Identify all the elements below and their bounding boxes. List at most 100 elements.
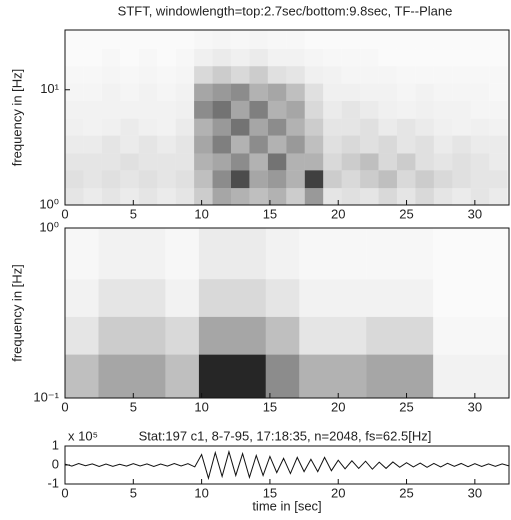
heatmap-cell — [175, 135, 195, 154]
heatmap-cell — [175, 100, 195, 119]
heatmap-cell — [489, 153, 508, 171]
heatmap-cell — [433, 118, 453, 136]
y-tick-label: 10⁻¹ — [33, 389, 59, 404]
heatmap-cell — [65, 188, 84, 205]
heatmap-cell — [415, 170, 434, 189]
heatmap-cell — [323, 135, 342, 154]
heatmap-cell — [471, 30, 489, 49]
heatmap-cell — [452, 66, 470, 83]
heatmap-cell — [157, 153, 176, 171]
heatmap-cell — [415, 188, 434, 205]
heatmap-cell — [101, 153, 121, 171]
heatmap-cell — [415, 30, 433, 49]
x-tick-label: 0 — [61, 206, 68, 221]
heatmap-cell — [138, 153, 158, 171]
heatmap-cell — [304, 118, 324, 136]
heatmap-cell — [165, 279, 199, 317]
heatmap-cell — [341, 170, 361, 189]
heatmap-cell — [139, 49, 157, 66]
heatmap-cell — [101, 66, 121, 84]
heatmap-cell — [198, 279, 266, 317]
heatmap-cell — [194, 30, 212, 49]
heatmap-cell — [194, 100, 213, 119]
heatmap-cell — [452, 153, 471, 171]
heatmap-cell — [415, 153, 434, 171]
waveform-title: Stat:197 c1, 8-7-95, 17:18:35, n=2048, f… — [139, 428, 432, 443]
heatmap-cell — [397, 66, 415, 83]
heatmap-cell — [230, 66, 250, 84]
heatmap-cell — [212, 30, 231, 49]
heatmap-cell — [157, 170, 176, 189]
heatmap-cell — [366, 279, 434, 317]
heatmap-cell — [360, 30, 378, 49]
heatmap-cell — [378, 83, 397, 101]
heatmap-cell — [378, 135, 397, 154]
heatmap-cell — [138, 170, 158, 189]
x-tick-label: 25 — [399, 485, 413, 500]
heatmap-cell — [396, 188, 416, 205]
heatmap-cell — [360, 100, 379, 119]
heatmap-cell — [299, 354, 367, 398]
heatmap-cell — [101, 170, 121, 189]
heatmap-cell — [65, 279, 99, 317]
heatmap-cell — [194, 83, 213, 101]
heatmap-cell — [120, 135, 139, 154]
heatmap-cell — [360, 153, 379, 171]
heatmap-cell — [378, 66, 397, 84]
x-tick-label: 15 — [263, 485, 277, 500]
x-tick-label: 5 — [130, 485, 137, 500]
heatmap-cell — [267, 153, 287, 171]
heatmap-cell — [304, 83, 324, 101]
heatmap-cell — [101, 135, 121, 154]
heatmap-cell — [366, 228, 433, 279]
heatmap-cell — [120, 100, 139, 119]
heatmap-cell — [249, 66, 268, 84]
heatmap-cell — [286, 100, 305, 119]
heatmap-cell — [433, 135, 453, 154]
heatmap-cell — [102, 49, 120, 66]
y-axis-label: frequency in [Hz] — [9, 69, 24, 167]
heatmap-cell — [138, 83, 158, 101]
heatmap-cell — [379, 30, 397, 49]
x-tick-label: 20 — [331, 485, 345, 500]
heatmap-cell — [267, 118, 287, 136]
heatmap-cell — [470, 188, 490, 205]
heatmap-cell — [212, 153, 231, 171]
heatmap-cell — [83, 49, 101, 66]
x-tick-label: 20 — [331, 206, 345, 221]
y-tick-label: 10⁰ — [39, 196, 59, 211]
heatmap-cell — [378, 118, 397, 136]
x-tick-label: 30 — [468, 485, 482, 500]
heatmap-cell — [396, 153, 416, 171]
x-tick-label: 30 — [468, 399, 482, 414]
heatmap-cell — [157, 188, 176, 205]
y-tick-label: 10¹ — [40, 81, 59, 96]
heatmap-cell — [212, 170, 231, 189]
heatmap-cell — [415, 135, 434, 154]
heatmap-cell — [65, 153, 84, 171]
heatmap-cell — [212, 100, 231, 119]
heatmap-cell — [304, 170, 324, 189]
heatmap-cell — [299, 279, 367, 317]
heatmap-cell — [360, 49, 378, 66]
heatmap-cell — [83, 153, 102, 171]
heatmap-cell — [434, 30, 452, 49]
heatmap-cell — [323, 30, 341, 49]
heatmap-cell — [360, 135, 379, 154]
heatmap-cell — [194, 66, 213, 84]
heatmap-cell — [286, 170, 305, 189]
heatmap-cell — [249, 118, 268, 136]
heatmap-cell — [286, 83, 305, 101]
heatmap-cell — [138, 100, 158, 119]
heatmap-cell — [120, 153, 139, 171]
heatmap-cell — [304, 48, 324, 67]
heatmap-cell — [157, 135, 176, 154]
heatmap-cell — [230, 118, 250, 136]
heatmap-cell — [415, 100, 434, 119]
heatmap-cell — [489, 188, 508, 205]
heatmap-cell — [396, 100, 416, 119]
heatmap-cell — [120, 188, 139, 205]
heatmap-cell — [176, 49, 194, 66]
heatmap-cell — [267, 135, 287, 154]
heatmap-cell — [267, 100, 287, 119]
